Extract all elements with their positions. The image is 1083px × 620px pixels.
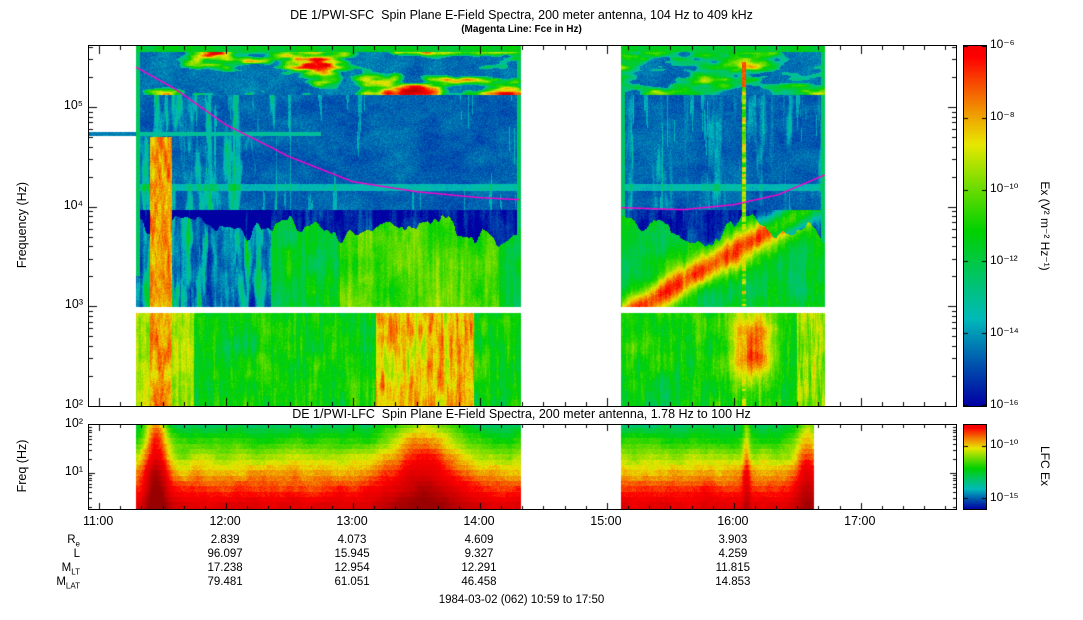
sfc-ytick-label: 10⁴ bbox=[63, 197, 83, 212]
sfc-colorbar-tick-label: 10⁻¹⁴ bbox=[990, 325, 1019, 339]
sfc-colorbar-tick-label: 10⁻¹⁶ bbox=[990, 397, 1019, 411]
orbit-param-value: 9.327 bbox=[464, 548, 494, 560]
orbit-param-value: 15.945 bbox=[334, 548, 370, 560]
caption: 1984-03-02 (062) 10:59 to 17:50 bbox=[438, 594, 605, 606]
orbit-param-value: 12.291 bbox=[461, 562, 497, 574]
sfc-colorbar-label: Ex (V² m⁻² Hz⁻¹) bbox=[1038, 181, 1052, 271]
sfc-colorbar bbox=[963, 45, 987, 407]
orbit-param-value: 17.238 bbox=[207, 562, 243, 574]
time-tick-label: 15:00 bbox=[590, 514, 622, 528]
orbit-param-label: MLAT bbox=[56, 576, 80, 591]
sfc-colorbar-tick-label: 10⁻⁸ bbox=[990, 109, 1015, 123]
orbit-param-value: 46.458 bbox=[461, 576, 497, 588]
sfc-ytick-label: 10³ bbox=[64, 297, 83, 312]
sfc-ylabel: Frequency (Hz) bbox=[15, 181, 29, 269]
orbit-param-value: 2.839 bbox=[210, 534, 240, 546]
lfc-colorbar bbox=[963, 424, 987, 510]
lfc-title: DE 1/PWI-LFC Spin Plane E-Field Spectra,… bbox=[292, 407, 751, 421]
orbit-param-value: 12.954 bbox=[334, 562, 370, 574]
orbit-param-value: 61.051 bbox=[334, 576, 370, 588]
sfc-colorbar-tick-label: 10⁻¹⁰ bbox=[990, 181, 1019, 195]
orbit-param-label: L bbox=[73, 548, 80, 560]
sfc-colorbar-tick-label: 10⁻¹² bbox=[990, 253, 1018, 267]
lfc-spectrogram-canvas bbox=[88, 424, 957, 510]
sfc-title: DE 1/PWI-SFC Spin Plane E-Field Spectra,… bbox=[290, 8, 753, 22]
orbit-param-value: 4.609 bbox=[464, 534, 494, 546]
time-tick-label: 14:00 bbox=[463, 514, 495, 528]
lfc-colorbar-label: LFC Ex bbox=[1038, 445, 1052, 487]
time-tick-label: 11:00 bbox=[82, 514, 114, 528]
sfc-ytick-label: 10² bbox=[64, 397, 83, 411]
time-tick-label: 12:00 bbox=[209, 514, 241, 528]
sfc-subtitle: (Magenta Line: Fce in Hz) bbox=[461, 24, 582, 35]
sfc-spectrogram-canvas bbox=[88, 45, 957, 407]
time-tick-label: 13:00 bbox=[336, 514, 368, 528]
lfc-ytick-label: 10¹ bbox=[64, 464, 83, 478]
orbit-param-value: 79.481 bbox=[207, 576, 243, 588]
orbit-param-label: Re bbox=[67, 534, 80, 549]
orbit-param-value: 4.073 bbox=[337, 534, 367, 546]
lfc-colorbar-tick-label: 10⁻¹⁵ bbox=[990, 489, 1019, 504]
lfc-ytick-label: 10² bbox=[64, 416, 83, 430]
orbit-param-value: 96.097 bbox=[207, 548, 243, 560]
lfc-colorbar-tick-label: 10⁻¹⁰ bbox=[990, 437, 1019, 451]
orbit-param-label: MLT bbox=[61, 562, 80, 577]
orbit-param-value: 4.259 bbox=[718, 548, 748, 560]
sfc-ytick-label: 10⁵ bbox=[63, 97, 83, 112]
time-tick-label: 16:00 bbox=[717, 514, 749, 528]
sfc-colorbar-tick-label: 10⁻⁶ bbox=[990, 37, 1015, 51]
orbit-param-value: 11.815 bbox=[715, 562, 750, 574]
time-tick-label: 17:00 bbox=[844, 514, 876, 528]
orbit-param-value: 14.853 bbox=[715, 576, 751, 588]
orbit-param-value: 3.903 bbox=[718, 534, 748, 546]
lfc-ylabel: Freq (Hz) bbox=[15, 439, 29, 493]
